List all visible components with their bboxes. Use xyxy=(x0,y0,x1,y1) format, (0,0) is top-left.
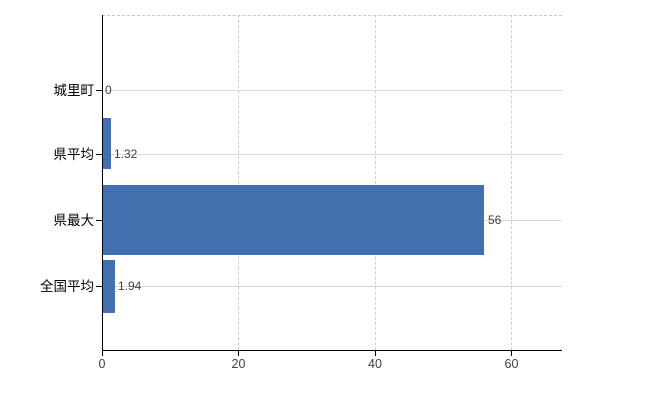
value-label-3: 1.94 xyxy=(118,279,142,293)
y-tick-0 xyxy=(96,90,102,91)
bar-2[interactable] xyxy=(102,185,485,255)
x-tick-label-20: 20 xyxy=(231,357,246,371)
value-label-1: 1.32 xyxy=(114,147,138,161)
value-label-2: 56 xyxy=(488,213,502,227)
y-axis-line xyxy=(102,15,103,351)
gridline-horizontal-3 xyxy=(102,286,562,287)
plot-area xyxy=(102,15,562,350)
y-axis-label-1: 県平均 xyxy=(53,147,95,162)
x-tick-20 xyxy=(238,350,240,356)
x-axis-line xyxy=(102,350,562,351)
x-tick-label-60: 60 xyxy=(504,357,519,371)
x-tick-label-40: 40 xyxy=(368,357,382,371)
bar-1[interactable] xyxy=(102,118,111,169)
value-label-0: 0 xyxy=(105,83,112,97)
x-tick-40 xyxy=(374,350,376,356)
bar-3[interactable] xyxy=(102,260,116,313)
gridline-vertical-40 xyxy=(374,15,376,350)
y-axis-label-0: 城里町 xyxy=(53,83,95,98)
y-tick-3 xyxy=(96,286,102,287)
y-tick-1 xyxy=(96,154,102,155)
x-tick-0 xyxy=(102,350,103,356)
y-tick-2 xyxy=(96,220,102,221)
gridline-vertical-60 xyxy=(511,15,513,350)
plot-top-rule xyxy=(102,15,562,16)
y-axis-label-2: 県最大 xyxy=(53,213,95,228)
y-axis-label-3: 全国平均 xyxy=(40,279,94,294)
x-tick-60 xyxy=(511,350,513,356)
gridline-horizontal-1 xyxy=(102,154,562,155)
gridline-horizontal-0 xyxy=(102,90,562,91)
gridline-vertical-20 xyxy=(238,15,240,350)
x-tick-label-0: 0 xyxy=(98,357,106,371)
